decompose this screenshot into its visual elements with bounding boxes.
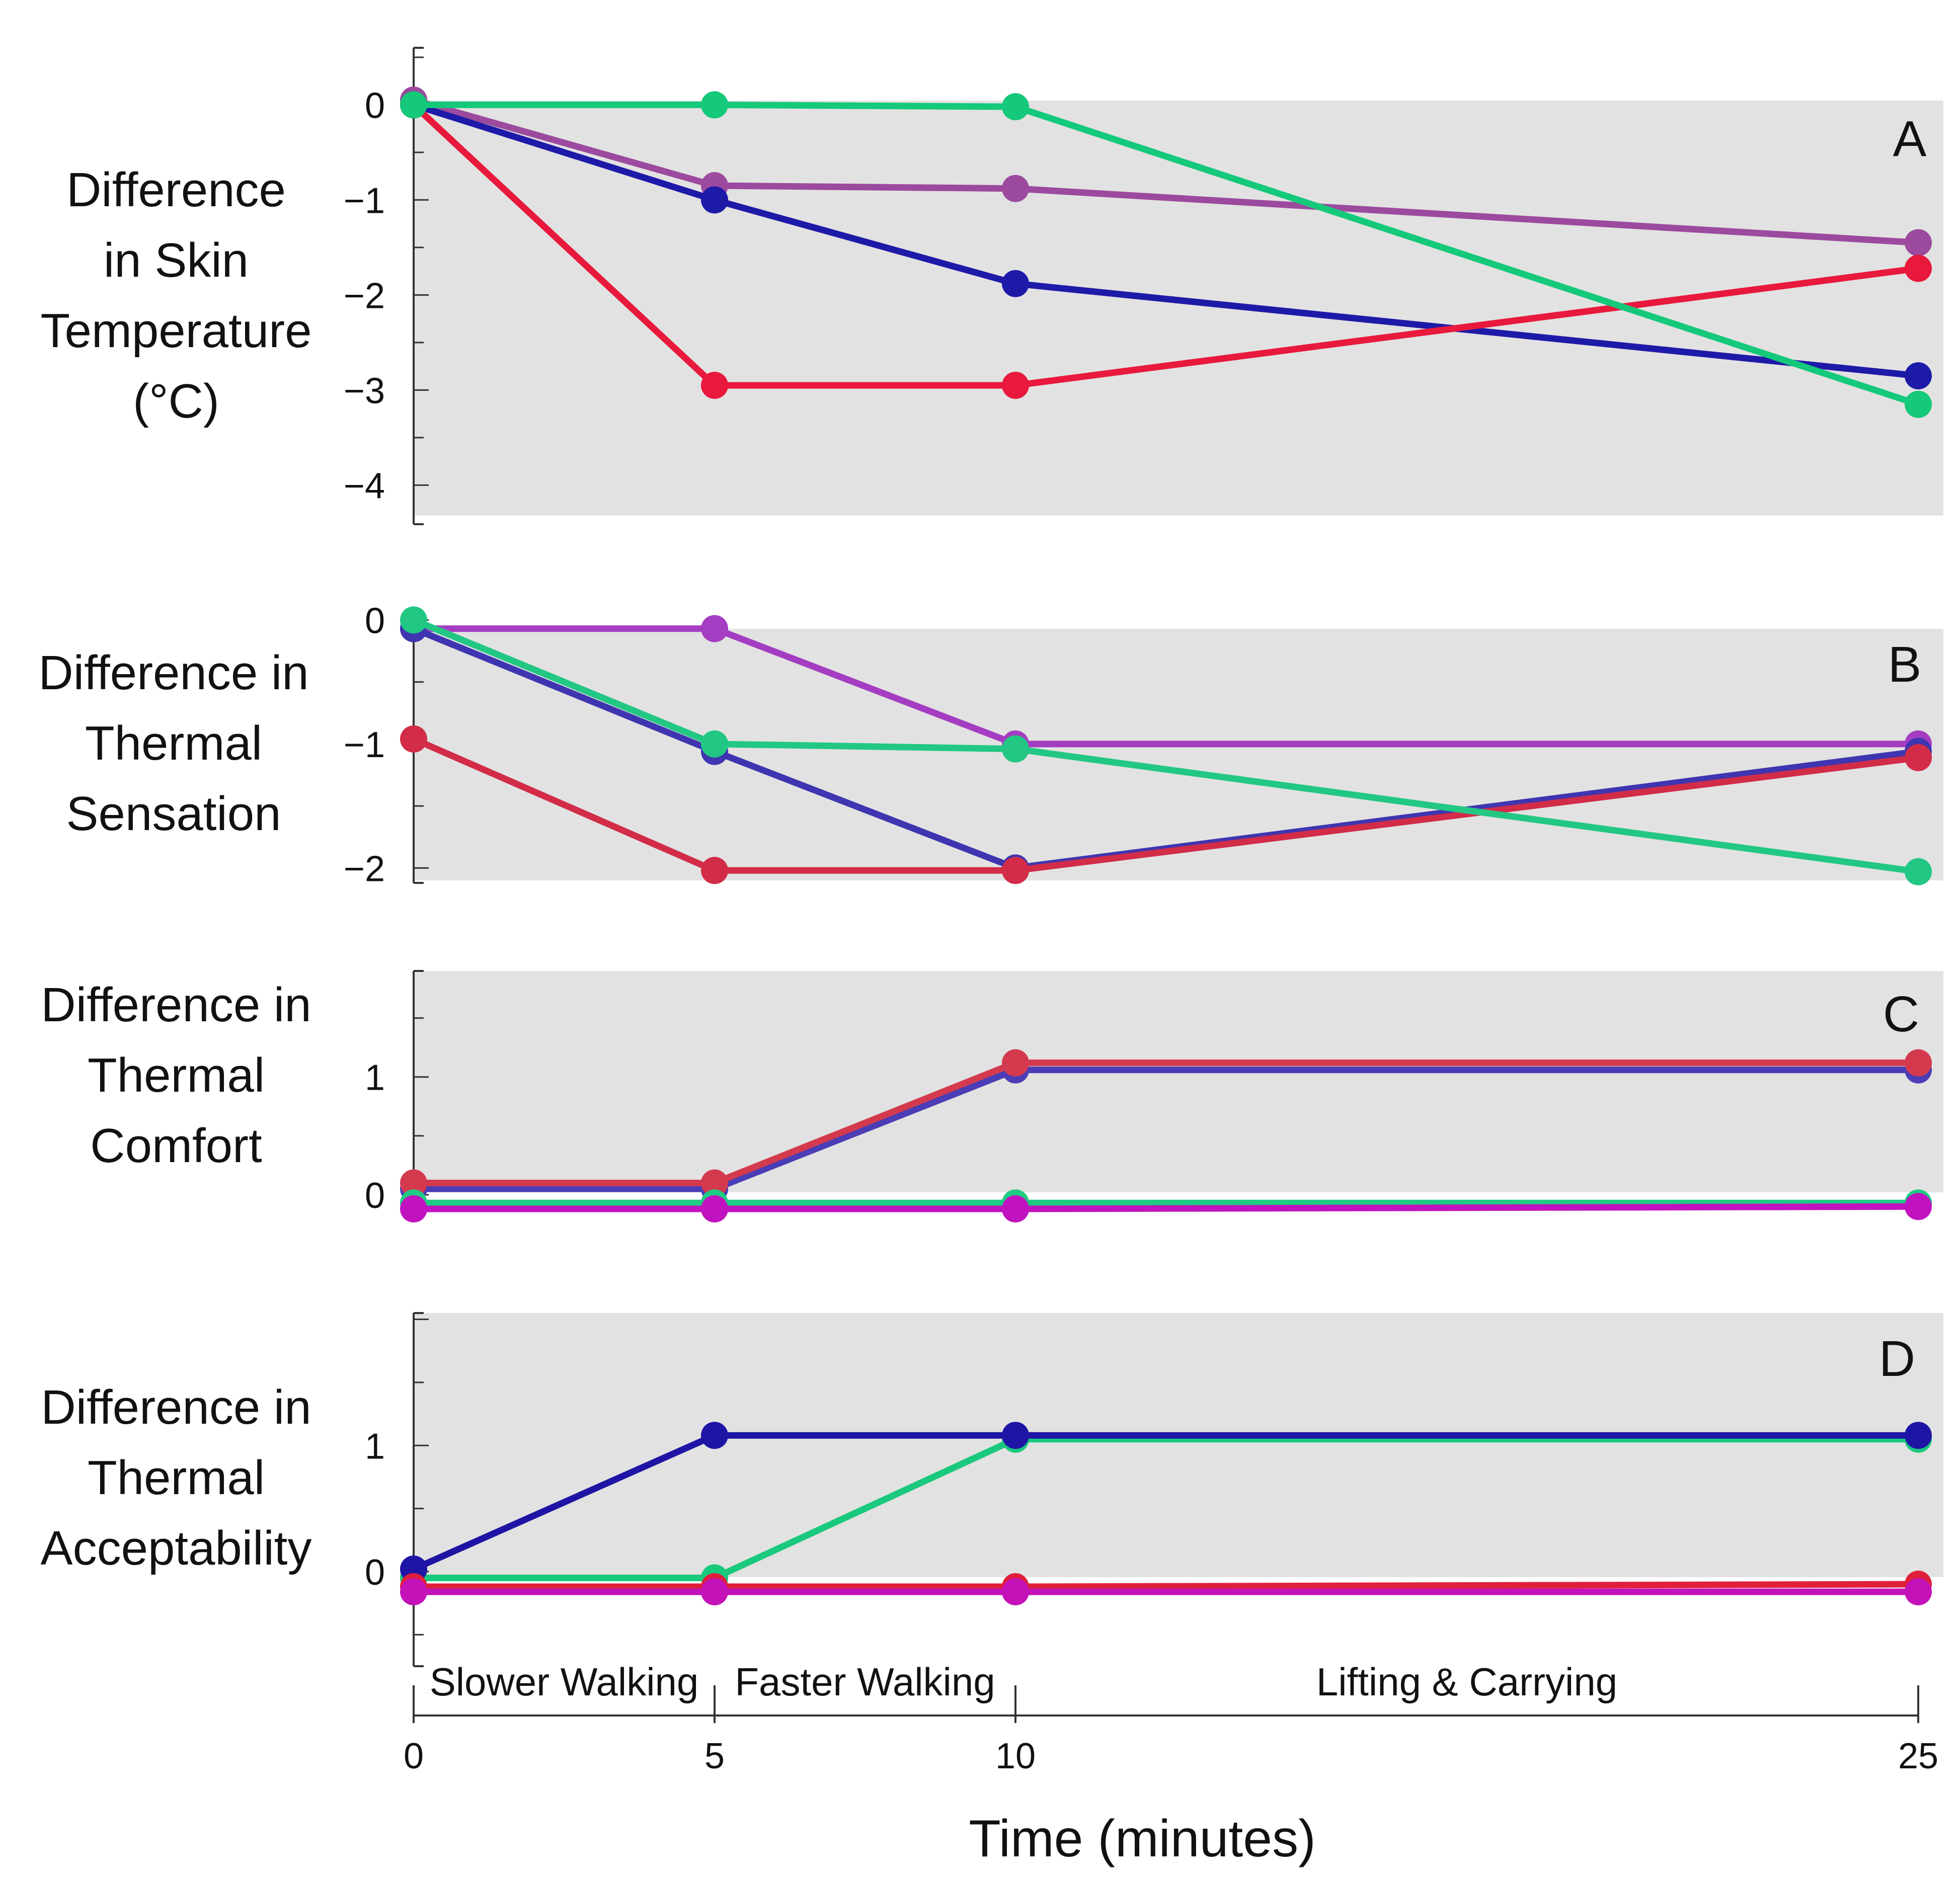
data-point-red — [1905, 1049, 1932, 1077]
data-point-green — [1905, 390, 1932, 418]
y-tick-label: 0 — [365, 86, 385, 126]
y-axis-label-line: Sensation — [66, 787, 281, 841]
series-line-red — [410, 736, 1922, 874]
series-line-green — [410, 101, 1922, 408]
y-tick-label: 0 — [365, 601, 385, 641]
y-axis-label-line: Difference in — [38, 646, 308, 700]
y-axis-label-line: Difference — [66, 163, 286, 217]
panel-letter: B — [1888, 636, 1922, 693]
data-point-red — [1905, 255, 1932, 282]
phase-label: Lifting & Carrying — [1316, 1660, 1617, 1704]
data-point-red — [1002, 857, 1029, 884]
data-point-magenta — [1002, 1195, 1029, 1222]
series-line-magenta — [410, 625, 1922, 748]
panel-d: 1 0 Difference in Thermal Acceptability D — [41, 1312, 1943, 1667]
data-point-red — [701, 857, 728, 884]
panel-a: 0 −1 −2 −3 −4 Difference in Skin Temperature (°C… — [41, 47, 1943, 525]
data-point-red — [1002, 1049, 1029, 1077]
series-line-blue — [410, 1432, 1922, 1573]
series-line-magenta — [410, 1203, 1922, 1212]
series-line-blue — [410, 1067, 1922, 1192]
data-point-magenta — [1905, 1578, 1932, 1606]
phase-label: Slower Walking — [430, 1660, 699, 1704]
data-point-magenta — [400, 1195, 427, 1222]
data-point-green — [1905, 858, 1932, 885]
y-axis-label-line: Thermal — [88, 1048, 265, 1102]
y-tick-label: 0 — [365, 1176, 385, 1216]
data-point-green — [1002, 93, 1029, 121]
series-line-red — [410, 101, 1922, 389]
series-line-red — [410, 1581, 1922, 1590]
data-point-green — [701, 91, 728, 119]
data-point-green — [701, 730, 728, 758]
y-tick-label: −2 — [344, 849, 385, 889]
data-point-red — [400, 725, 427, 753]
data-point-blue — [1002, 270, 1029, 297]
data-point-blue — [701, 1422, 728, 1449]
x-tick-label: 10 — [995, 1736, 1036, 1776]
data-point-blue — [1905, 1422, 1932, 1449]
data-point-green — [400, 91, 427, 119]
series-line-green — [410, 1436, 1922, 1581]
y-tick-label: −1 — [344, 725, 385, 765]
data-point-red — [400, 1169, 427, 1197]
series-line-red — [410, 1059, 1922, 1186]
data-point-blue — [1905, 362, 1932, 390]
phase-label: Faster Walking — [735, 1660, 995, 1704]
panel-letter: D — [1879, 1331, 1915, 1387]
plot-background — [414, 1313, 1943, 1577]
y-tick-label: −4 — [344, 466, 385, 506]
data-point-magenta — [701, 1195, 728, 1222]
x-tick-label: 25 — [1898, 1736, 1938, 1776]
data-point-red — [1905, 744, 1932, 771]
x-tick-label: 5 — [704, 1736, 725, 1776]
data-point-blue — [701, 186, 728, 214]
y-axis-label-line: Thermal — [85, 716, 262, 770]
series-line-purple — [410, 97, 1922, 246]
data-point-blue — [1002, 1422, 1029, 1449]
y-axis-label-line: Difference in — [41, 978, 311, 1032]
x-tick-label: 0 — [404, 1736, 424, 1776]
y-tick-label: −3 — [344, 371, 385, 411]
y-axis-label-line: Comfort — [90, 1119, 262, 1173]
panel-b: 0 −1 −2 Difference in Thermal Sensation B — [38, 601, 1943, 889]
x-axis-title: Time (minutes) — [969, 1810, 1316, 1868]
y-tick-label: 0 — [365, 1553, 385, 1593]
y-tick-label: −1 — [344, 181, 385, 221]
data-point-magenta — [1002, 1578, 1029, 1606]
panel-letter: C — [1883, 986, 1919, 1042]
data-point-green — [1002, 735, 1029, 763]
panel-c: 1 0 Difference in Thermal Comfort C — [41, 970, 1943, 1222]
data-point-red — [1002, 371, 1029, 399]
data-point-red — [701, 371, 728, 399]
time-axis: 0 5 10 25 Slower Walking Faster Walking Liftin… — [404, 1660, 1938, 1868]
y-axis-label-line: (°C) — [133, 374, 219, 428]
data-point-green — [400, 606, 427, 634]
data-point-magenta — [701, 1578, 728, 1606]
y-tick-label: 1 — [365, 1058, 385, 1098]
data-point-magenta — [400, 1578, 427, 1606]
data-point-magenta — [1905, 1193, 1932, 1220]
panel-letter: A — [1893, 111, 1927, 167]
y-tick-label: −2 — [344, 276, 385, 316]
y-axis-label-line: Difference in — [41, 1380, 311, 1434]
y-tick-label: 1 — [365, 1426, 385, 1466]
data-point-purple — [1002, 175, 1029, 202]
y-axis-label-line: Thermal — [88, 1451, 265, 1505]
series-line-green — [410, 616, 1922, 875]
data-point-magenta — [701, 615, 728, 642]
y-axis-label-line: Temperature — [41, 304, 312, 358]
data-point-red — [701, 1169, 728, 1197]
y-axis-label-line: Acceptability — [41, 1521, 312, 1575]
data-point-purple — [1905, 229, 1932, 257]
y-axis-label-line: in Skin — [104, 233, 249, 287]
plot-background — [414, 971, 1943, 1192]
